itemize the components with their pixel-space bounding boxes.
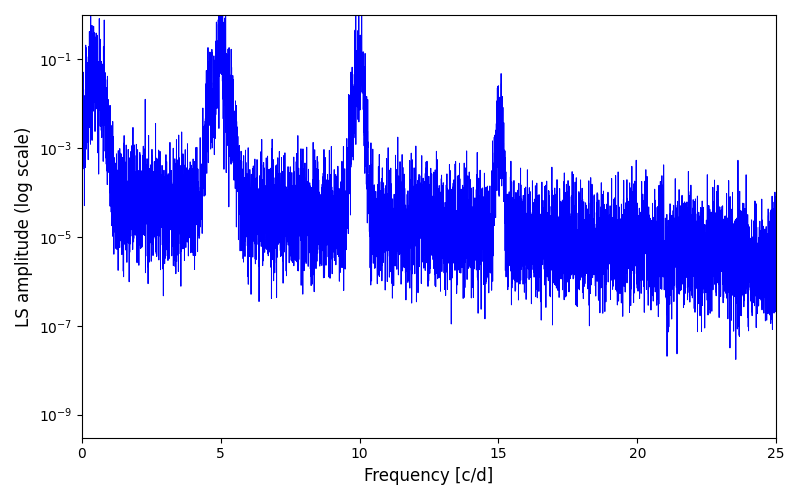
X-axis label: Frequency [c/d]: Frequency [c/d] bbox=[364, 467, 494, 485]
Y-axis label: LS amplitude (log scale): LS amplitude (log scale) bbox=[15, 126, 33, 326]
